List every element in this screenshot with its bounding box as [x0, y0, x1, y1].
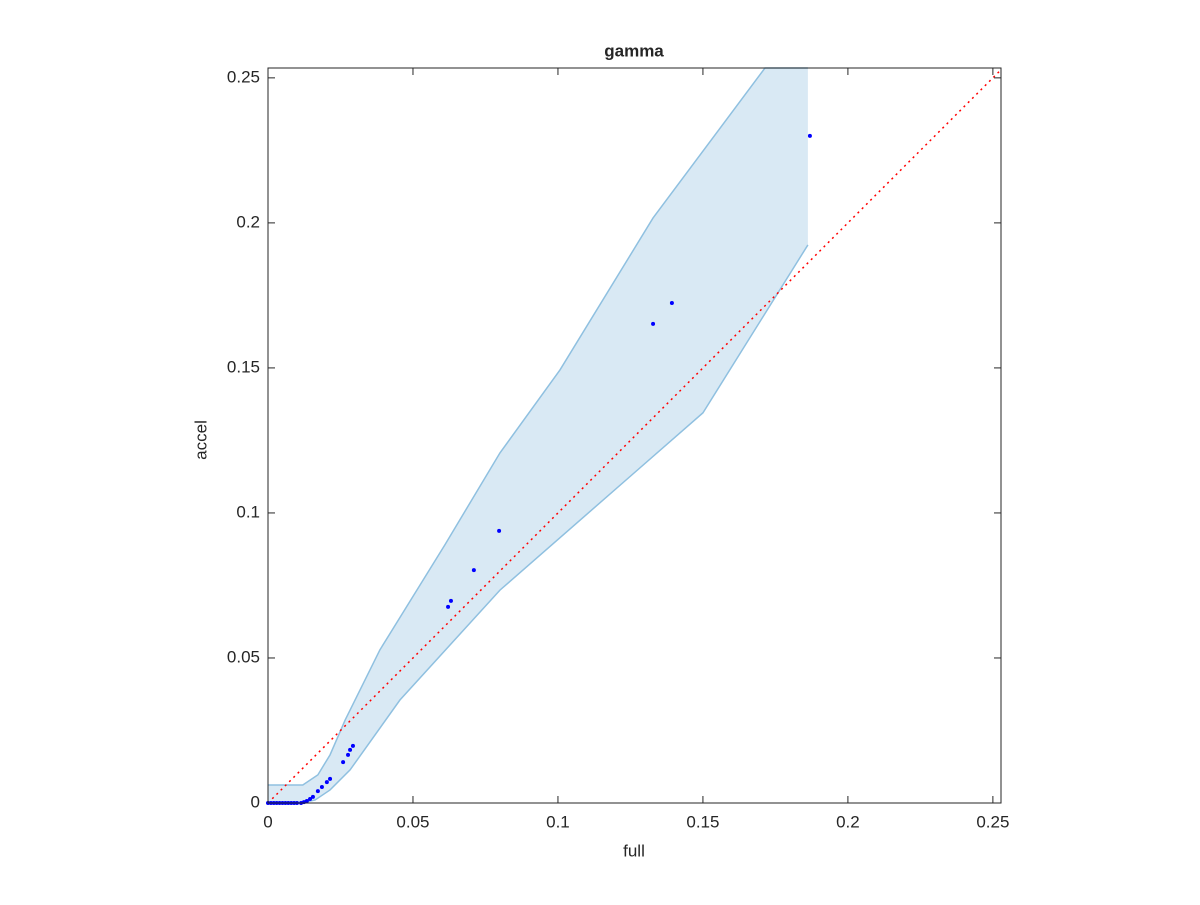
point — [308, 796, 313, 801]
x-axis-label: full — [623, 841, 645, 860]
point — [348, 747, 353, 752]
band-upper — [268, 67, 808, 786]
point — [315, 789, 320, 794]
point — [346, 752, 351, 757]
point — [669, 300, 674, 305]
chart-title: gamma — [604, 41, 664, 60]
y-axis-label: accel — [191, 420, 210, 460]
point — [304, 798, 309, 803]
y-tick-label: 0.25 — [227, 67, 260, 86]
x-tick-label: 0.15 — [686, 812, 719, 831]
point — [497, 528, 502, 533]
point — [324, 780, 329, 785]
point — [319, 785, 324, 790]
y-tick-label: 0.1 — [236, 502, 260, 521]
point — [350, 743, 355, 748]
point — [341, 760, 346, 765]
y-tick-label: 0.2 — [236, 212, 260, 231]
x-tick-label: 0 — [263, 812, 272, 831]
x-tick-label: 0.2 — [836, 812, 860, 831]
axes-box — [267, 67, 1002, 804]
point — [310, 794, 315, 799]
point — [446, 604, 451, 609]
y-tick-label: 0 — [251, 792, 260, 811]
point — [651, 321, 656, 326]
x-tick-label: 0.1 — [546, 812, 570, 831]
y-tick-label: 0.05 — [227, 647, 260, 666]
point — [328, 776, 333, 781]
point — [448, 598, 453, 603]
x-tick-label: 0.05 — [396, 812, 429, 831]
x-tick-label: 0.25 — [976, 812, 1009, 831]
point — [471, 568, 476, 573]
y-tick-label: 0.15 — [227, 357, 260, 376]
diagonal — [267, 69, 1002, 804]
point — [807, 133, 812, 138]
band-fill — [268, 68, 808, 803]
